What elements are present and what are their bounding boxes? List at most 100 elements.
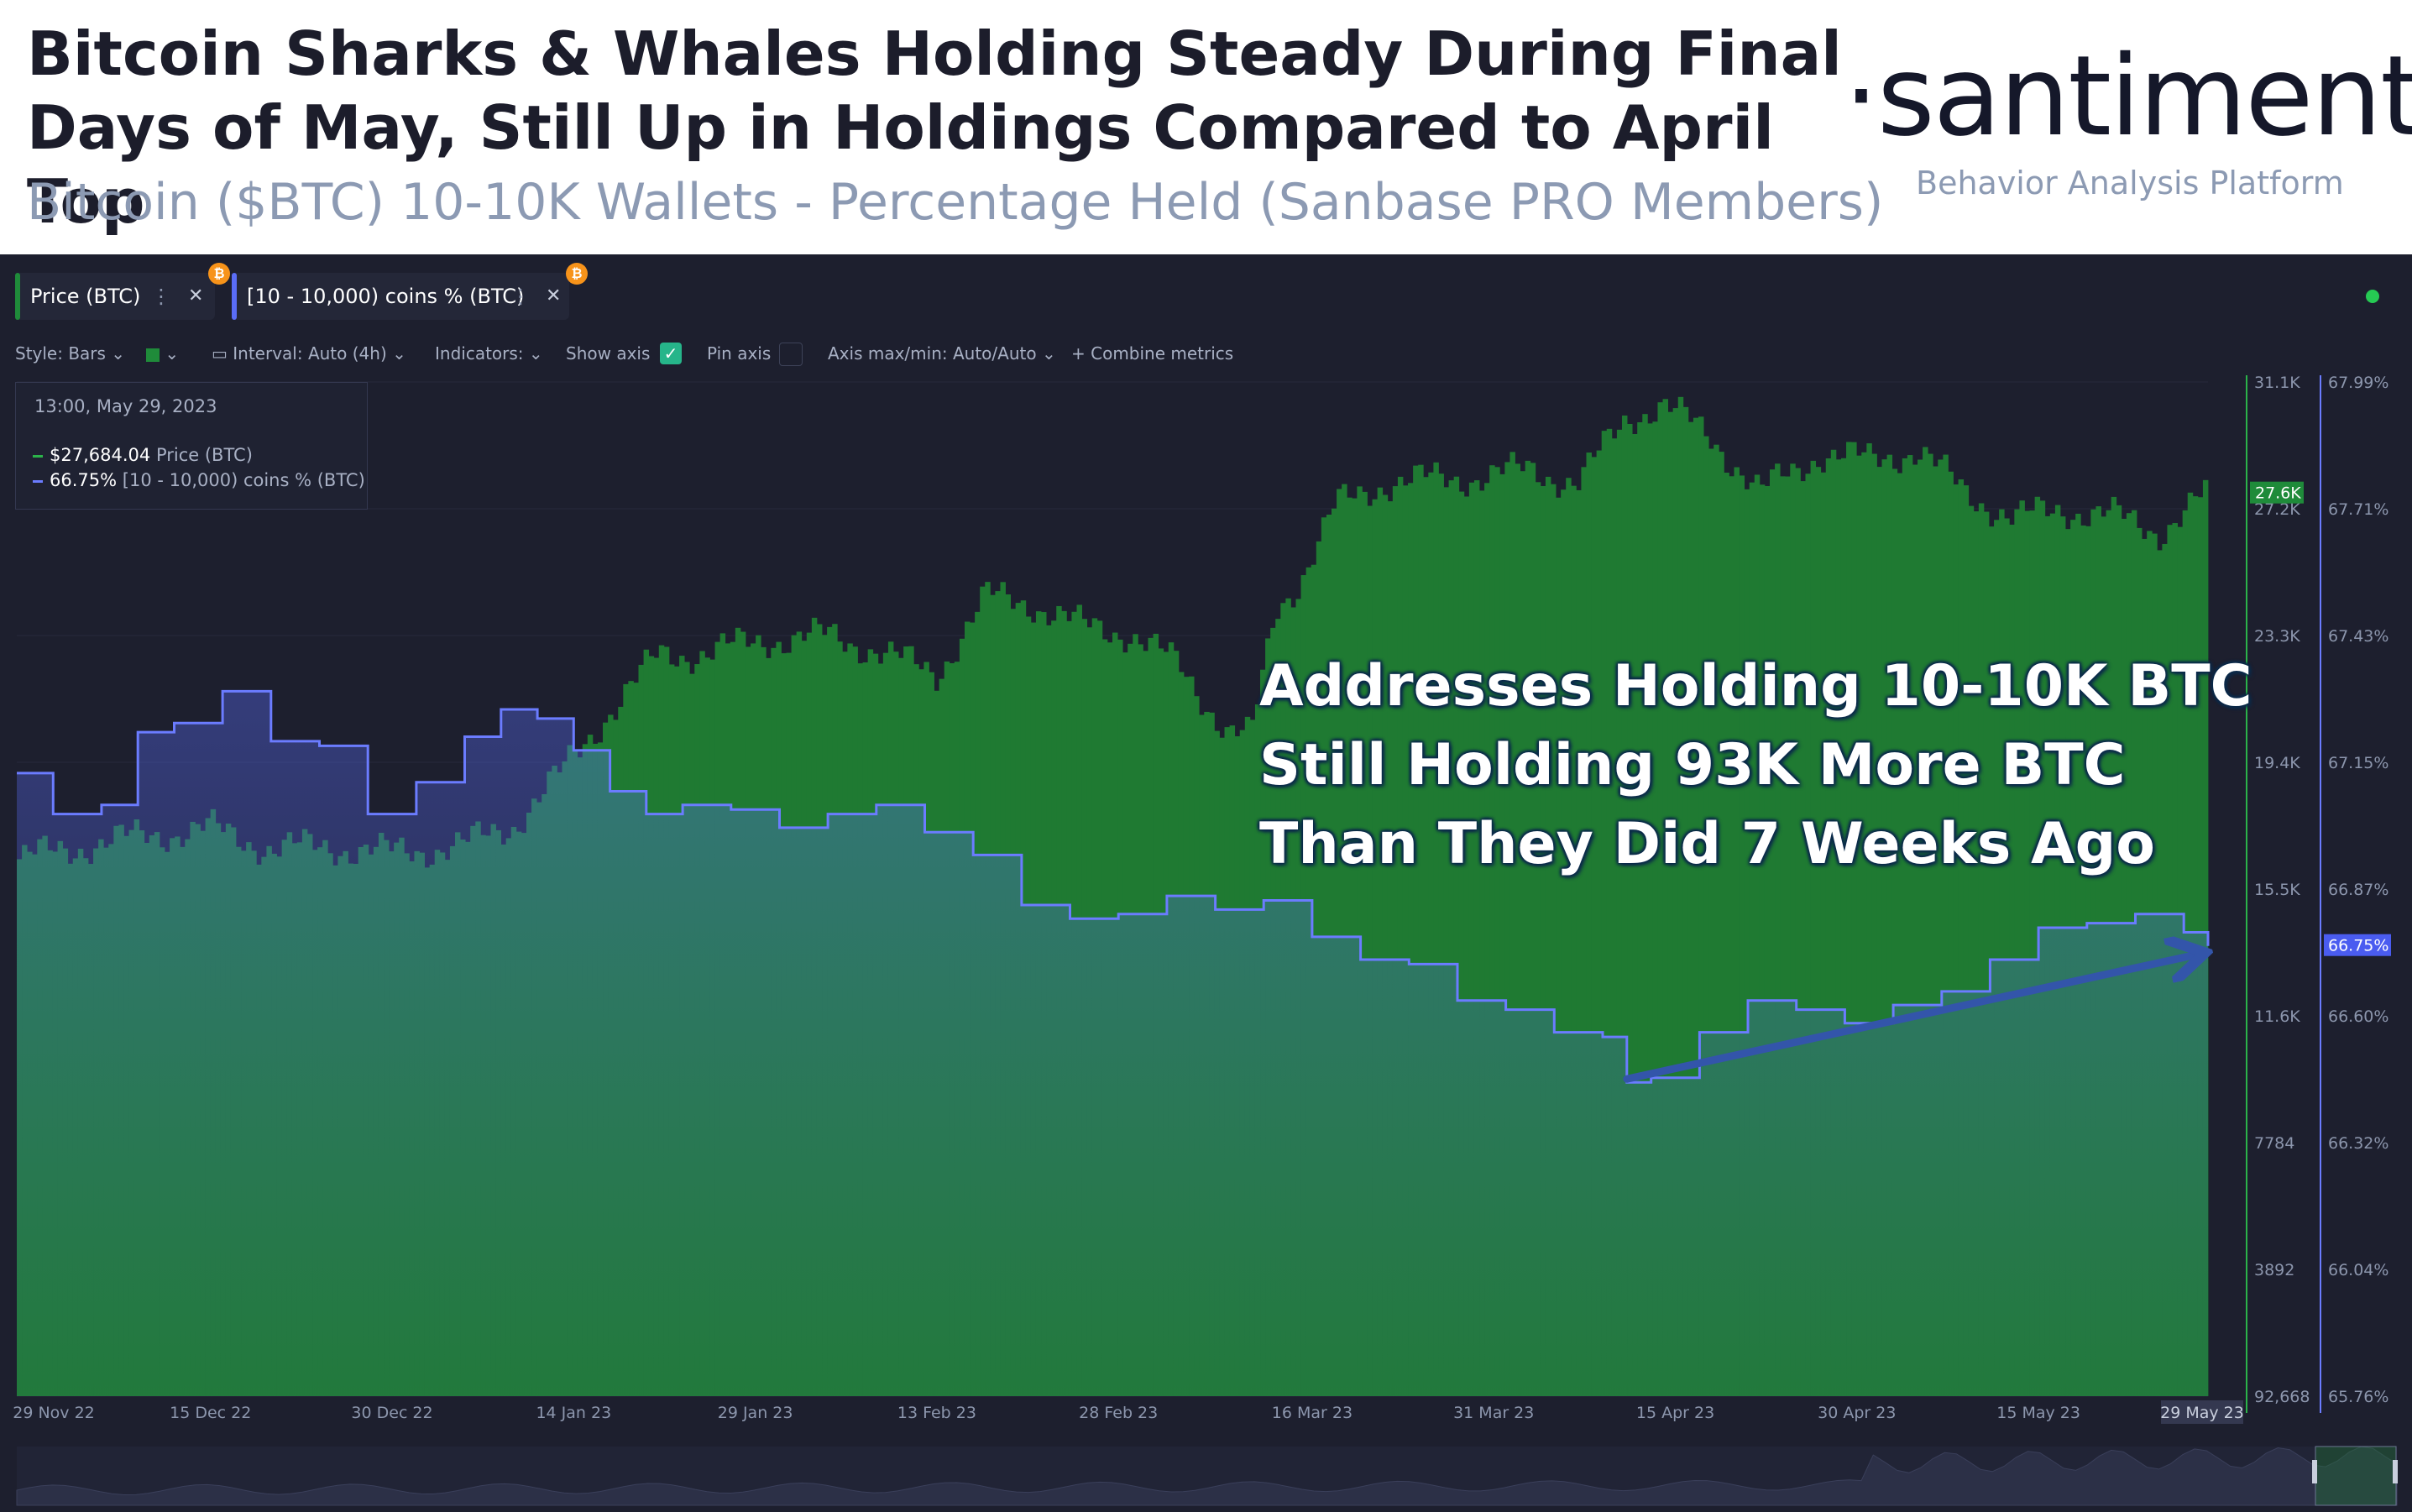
chart-panel: 31.1K 27.2K 23.3K 19.4K 15.5K 11.6K 7784 3892 92… — [0, 254, 2412, 1512]
x-tick-label: 29 Nov 22 — [13, 1404, 95, 1422]
price-bar — [1999, 509, 2005, 1396]
holdings-tick-label: 66.87% — [2328, 881, 2388, 899]
price-bar — [1611, 438, 1618, 1396]
brand-tagline: Behavior Analysis Platform — [1916, 165, 2344, 201]
price-bar — [1433, 462, 1439, 1396]
interval-dropdown[interactable]: ▭ Interval: Auto (4h) ⌄ — [212, 343, 406, 364]
holdings-tick-label: 67.15% — [2328, 754, 2388, 772]
price-bar — [1714, 444, 1719, 1397]
more-options-icon[interactable]: ⋮ — [510, 285, 531, 308]
price-bar — [1891, 468, 1898, 1396]
price-bar — [1856, 455, 1862, 1397]
x-tick-label: 15 May 23 — [1996, 1404, 2080, 1422]
price-bar — [1561, 489, 1567, 1396]
price-bar — [1698, 416, 1704, 1396]
price-bar — [1576, 489, 1582, 1397]
pin-axis-checkbox[interactable] — [779, 343, 803, 366]
price-bar — [1423, 477, 1429, 1396]
price-bar — [1438, 473, 1444, 1397]
tooltip-metric-name: [10 - 10,000) coins % (BTC) — [122, 470, 365, 490]
price-bar — [1708, 448, 1714, 1396]
price-bar — [1810, 460, 1817, 1396]
price-bar — [1963, 485, 1970, 1396]
price-bar — [1825, 458, 1832, 1396]
price-bar — [1871, 453, 1877, 1396]
price-bar — [1657, 402, 1663, 1397]
pin-axis-label: Pin axis — [707, 343, 772, 364]
price-bar — [1530, 463, 1536, 1396]
axis-minmax-dropdown[interactable]: Axis max/min: Auto/Auto ⌄ — [828, 343, 1056, 364]
price-bar — [1846, 442, 1852, 1397]
price-bar — [1953, 484, 1959, 1396]
price-bar — [1586, 453, 1592, 1396]
more-options-icon[interactable]: ⋮ — [151, 285, 171, 308]
price-bar — [1912, 464, 1918, 1396]
price-bar — [1627, 423, 1633, 1396]
live-status-dot — [2366, 290, 2379, 303]
x-tick-label: 15 Dec 22 — [170, 1404, 251, 1422]
combine-metrics-button[interactable]: + Combine metrics — [1071, 343, 1234, 364]
price-bar — [1473, 480, 1480, 1396]
price-bar — [1948, 471, 1954, 1396]
indicators-dropdown[interactable]: Indicators: ⌄ — [435, 343, 543, 364]
price-bar — [1820, 472, 1827, 1396]
price-bar — [1973, 511, 1980, 1396]
price-bar — [1581, 467, 1587, 1396]
price-bar — [1835, 459, 1842, 1396]
price-bar — [1402, 485, 1409, 1396]
holdings-tick-label: 66.04% — [2328, 1261, 2388, 1279]
price-bar — [1362, 491, 1368, 1396]
price-bar — [1724, 472, 1729, 1396]
close-icon[interactable]: ✕ — [546, 285, 562, 306]
price-bar — [2019, 500, 2025, 1397]
holdings-tick-label: 67.43% — [2328, 627, 2388, 646]
navigator-series — [16, 1446, 2398, 1506]
chart-tooltip: 13:00, May 29, 2023 $27,684.04 Price (BT… — [15, 382, 368, 510]
price-bar — [1377, 487, 1384, 1397]
holdings-tick-label: 66.32% — [2328, 1134, 2388, 1153]
price-tick-label: 11.6K — [2254, 1007, 2300, 1026]
navigator-window — [2315, 1446, 2397, 1506]
price-bar — [1468, 482, 1475, 1396]
price-bar — [2004, 518, 2010, 1396]
price-bar — [1515, 463, 1520, 1397]
annotation-arrow — [1623, 955, 2198, 1083]
price-marker-bg — [2250, 481, 2304, 504]
price-bar — [1463, 496, 1470, 1397]
holdings-line — [17, 689, 2210, 1084]
holdings-area — [17, 691, 2208, 1396]
bitcoin-icon: ₿ — [208, 263, 230, 285]
price-bar — [1770, 469, 1776, 1397]
price-bar — [1764, 485, 1771, 1396]
price-bar — [1652, 421, 1658, 1397]
x-tick-label: 15 Apr 23 — [1636, 1404, 1714, 1422]
price-bar — [1739, 475, 1745, 1397]
price-bar — [1744, 489, 1750, 1396]
price-bar — [1754, 474, 1761, 1396]
price-bar — [1667, 411, 1674, 1397]
price-bar — [1994, 520, 2000, 1396]
metric-chip-label: [10 - 10,000) coins % (BTC) — [247, 285, 525, 308]
show-axis-checkbox[interactable]: ✓ — [660, 343, 682, 364]
metric-chip-label: Price (BTC) — [30, 285, 141, 308]
x-tick-label: 14 Jan 23 — [536, 1404, 611, 1422]
price-bar — [1566, 478, 1572, 1397]
price-bar — [1571, 485, 1577, 1396]
color-picker[interactable]: ⌄ — [146, 338, 179, 369]
x-tick-label: 29 Jan 23 — [718, 1404, 793, 1422]
holdings-marker-label: 66.75% — [2328, 937, 2388, 955]
metric-chip-price[interactable]: Price (BTC) ⋮ ✕ ₿ — [15, 263, 230, 320]
price-bar — [1795, 468, 1801, 1396]
tooltip-row-holdings: 66.75% [10 - 10,000) coins % (BTC) — [33, 470, 365, 490]
price-bar — [1601, 431, 1608, 1396]
style-dropdown[interactable]: Style: Bars ⌄ — [15, 343, 126, 364]
holdings-tick-label: 67.99% — [2328, 374, 2388, 392]
metric-chip-holdings[interactable]: [10 - 10,000) coins % (BTC) ⋮ ✕ ₿ — [232, 263, 588, 320]
price-bar — [2029, 510, 2036, 1396]
calendar-icon: ▭ — [212, 343, 228, 364]
price-marker-label: 27.6K — [2255, 484, 2301, 503]
tooltip-date: 13:00, May 29, 2023 — [34, 396, 217, 416]
close-icon[interactable]: ✕ — [188, 285, 204, 306]
price-bar — [1453, 476, 1460, 1396]
price-bar — [1647, 423, 1653, 1396]
